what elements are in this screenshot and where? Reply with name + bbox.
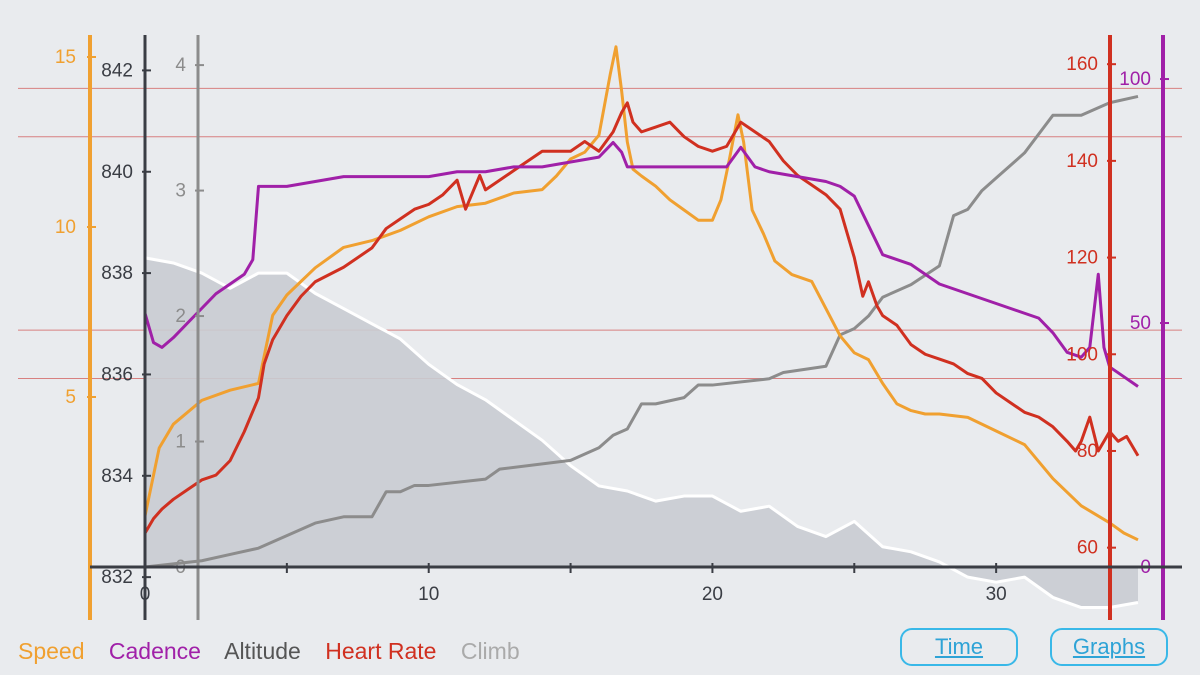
tick-label: 840	[101, 162, 133, 183]
chart: 5 10 15 832 834 836 838 840 842 0 1 2 3 4 60 80 100 120 14…	[18, 35, 1182, 620]
tick-label: 842	[101, 60, 133, 81]
legend-heart-rate: Heart Rate	[325, 638, 437, 664]
x-tick-label: 10	[418, 584, 439, 605]
altitude-area	[145, 257, 1138, 608]
legend-climb: Climb	[460, 638, 520, 664]
x-axis: 0 10 20 30	[90, 563, 1182, 605]
x-tick-label: 20	[702, 584, 723, 605]
series-altitude	[144, 256, 1139, 610]
tick-label: 160	[1066, 54, 1098, 75]
legend-cadence: Cadence	[108, 638, 201, 664]
climb-axis: 01234	[175, 35, 204, 620]
legend-speed: Speed	[18, 638, 85, 664]
tick-label: 140	[1066, 151, 1098, 172]
tick-label: 834	[101, 466, 133, 487]
tick-label: 3	[175, 181, 186, 202]
tick-label: 100	[1119, 69, 1151, 90]
tick-label: 120	[1066, 248, 1098, 269]
tick-label: 15	[55, 47, 76, 68]
tick-label: 10	[55, 217, 76, 238]
series-heart-rate	[143, 101, 1140, 534]
legend: Speed Cadence Altitude Heart Rate Climb	[18, 638, 538, 665]
tick-label: 80	[1077, 441, 1098, 462]
tick-label: 832	[101, 567, 133, 588]
tick-label: 838	[101, 263, 133, 284]
heart-rate-axis: 60 80 100 120 140 160	[1066, 35, 1116, 620]
tick-label: 50	[1130, 313, 1151, 334]
graphs-button[interactable]: Graphs	[1050, 628, 1168, 666]
series-cadence	[143, 140, 1139, 388]
tick-label: 5	[65, 387, 76, 408]
tick-label: 836	[101, 364, 133, 385]
time-button[interactable]: Time	[900, 628, 1018, 666]
x-tick-label: 30	[986, 584, 1007, 605]
speed-axis: 5 10 15	[55, 35, 96, 620]
tick-label: 60	[1077, 538, 1098, 559]
altitude-axis: 832 834 836 838 840 842	[101, 35, 151, 620]
tick-label: 100	[1066, 344, 1098, 365]
tick-label: 4	[175, 55, 186, 76]
legend-altitude: Altitude	[224, 638, 301, 664]
tick-label: 1	[175, 432, 186, 453]
tick-label: 2	[175, 306, 186, 327]
series-speed	[143, 45, 1139, 542]
series-climb	[144, 94, 1139, 569]
x-tick-label: 0	[140, 584, 151, 605]
